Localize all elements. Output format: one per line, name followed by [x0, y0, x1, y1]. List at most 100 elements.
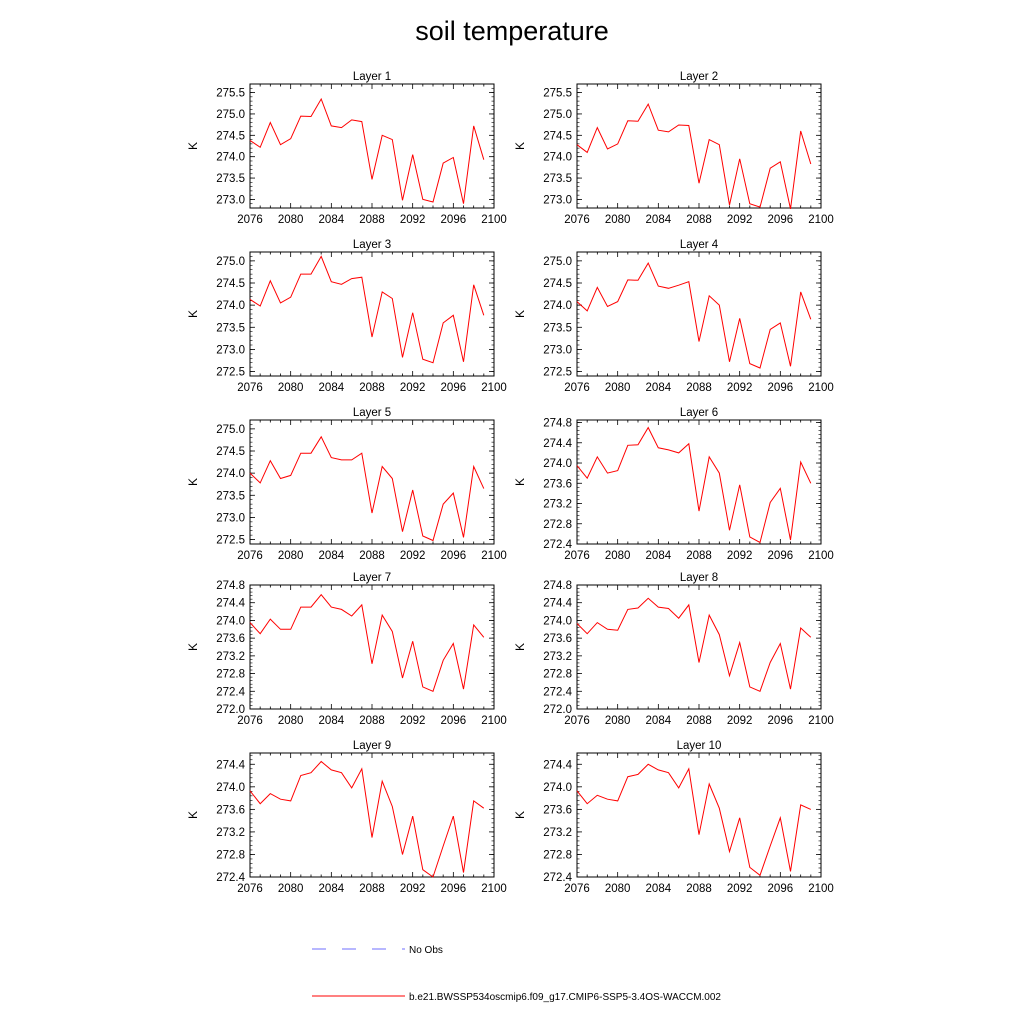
layer-2-ytick-label: 274.5: [543, 130, 572, 142]
layer-4-ytick-label: 274.5: [543, 278, 572, 290]
layer-2-panel: Layer 2 K 2076 2080 2084 2088 2092 2096 2100 273.…: [513, 71, 834, 226]
layer-3-ytick-label: 274.0: [216, 300, 245, 312]
layer-6-ytick-label: 272.4: [543, 539, 572, 551]
layer-1-xtick-label: 2076: [237, 214, 263, 226]
layer-1-ytick-label: 275.5: [216, 88, 245, 100]
layer-5-series-line: [249, 435, 485, 542]
layer-7-ylabel: K: [186, 643, 200, 651]
layer-10-title: Layer 10: [677, 740, 722, 752]
layer-9-xtick-label: 2088: [359, 883, 385, 895]
layer-6-frame: [576, 419, 822, 545]
layer-6-xtick-label: 2092: [727, 550, 753, 562]
layer-6-title: Layer 6: [680, 407, 718, 419]
layer-2-xtick-label: 2084: [646, 214, 672, 226]
layer-6-xtick-label: 2076: [564, 550, 590, 562]
layer-3-xtick-label: 2092: [400, 382, 426, 394]
layer-8-ytick-label: 272.4: [543, 686, 572, 698]
layer-2-xtick-label: 2076: [564, 214, 590, 226]
layer-4-ytick-label: 273.5: [543, 322, 572, 334]
layer-5-ytick-label: 275.0: [216, 424, 245, 436]
layer-10-ytick-label: 272.8: [543, 849, 572, 861]
layer-2-xtick-label: 2088: [686, 214, 712, 226]
layer-8-ytick-label: 274.4: [543, 598, 572, 610]
layer-10-ytick-label: 274.0: [543, 782, 572, 794]
layer-9-xtick-label: 2092: [400, 883, 426, 895]
layer-4-panel: Layer 4 K 2076 2080 2084 2088 2092 2096 2100 272.…: [513, 239, 834, 394]
layer-1-frame: [249, 83, 495, 209]
layer-3-xtick-label: 2076: [237, 382, 263, 394]
layer-1-ytick-label: 273.0: [216, 194, 245, 206]
legend: No Obs b.e21.BWSSP534oscmip6.f09_g17.CMI…: [312, 945, 721, 1003]
layer-7-frame: [249, 584, 495, 710]
layer-9-xtick-label: 2100: [481, 883, 507, 895]
layer-5-title: Layer 5: [353, 407, 391, 419]
layer-2-series-line: [576, 102, 812, 210]
layer-7-ytick-label: 272.8: [216, 669, 245, 681]
layer-7-ytick-label: 274.0: [216, 615, 245, 627]
layer-9-ylabel: K: [186, 811, 200, 819]
layer-3-xtick-label: 2084: [319, 382, 345, 394]
layer-9-ytick-label: 273.6: [216, 804, 245, 816]
layer-1-ytick-label: 274.5: [216, 130, 245, 142]
layer-1-xtick-label: 2092: [400, 214, 426, 226]
layer-6-ytick-label: 273.2: [543, 499, 572, 511]
layer-10-ytick-label: 272.4: [543, 872, 572, 884]
layer-8-ytick-label: 274.0: [543, 615, 572, 627]
layer-4-xtick-label: 2088: [686, 382, 712, 394]
layer-8-xtick-label: 2088: [686, 715, 712, 727]
layer-1-xtick-label: 2080: [278, 214, 304, 226]
layer-8-ytick-label: 272.0: [543, 704, 572, 716]
layer-9-ytick-label: 274.0: [216, 782, 245, 794]
layer-7-xtick-label: 2076: [237, 715, 263, 727]
layer-6-ytick-label: 272.8: [543, 519, 572, 531]
layer-8-xtick-label: 2100: [808, 715, 834, 727]
layer-7-title: Layer 7: [353, 572, 391, 584]
layer-2-ytick-label: 273.5: [543, 173, 572, 185]
layer-1-ytick-label: 275.0: [216, 109, 245, 121]
layer-9-panel: Layer 9 K 2076 2080 2084 2088 2092 2096 2100 272.…: [186, 740, 507, 895]
layer-8-xtick-label: 2084: [646, 715, 672, 727]
layer-6-panel: Layer 6 K 2076 2080 2084 2088 2092 2096 2100 272.…: [513, 407, 834, 562]
layer-8-frame: [576, 584, 822, 710]
layer-7-ytick-label: 274.4: [216, 598, 245, 610]
layer-10-panel: Layer 10 K 2076 2080 2084 2088 2092 2096 2100 272…: [513, 740, 834, 895]
layer-8-ytick-label: 273.6: [543, 633, 572, 645]
layer-6-ytick-label: 274.8: [543, 418, 572, 430]
layer-6-xtick-label: 2100: [808, 550, 834, 562]
layer-5-xtick-label: 2100: [481, 550, 507, 562]
layer-9-xtick-label: 2080: [278, 883, 304, 895]
layer-3-ytick-label: 273.5: [216, 322, 245, 334]
layer-5-ytick-label: 274.0: [216, 468, 245, 480]
layer-10-xtick-label: 2076: [564, 883, 590, 895]
layer-10-frame: [576, 752, 822, 878]
layer-5-ytick-label: 273.0: [216, 512, 245, 524]
layer-3-ytick-label: 273.0: [216, 344, 245, 356]
figure-title: soil temperature: [415, 16, 609, 46]
layer-7-xtick-label: 2088: [359, 715, 385, 727]
layer-5-xtick-label: 2088: [359, 550, 385, 562]
layer-4-xtick-label: 2076: [564, 382, 590, 394]
layer-6-ytick-label: 273.6: [543, 478, 572, 490]
layer-2-ylabel: K: [513, 142, 527, 150]
layer-8-title: Layer 8: [680, 572, 718, 584]
layer-2-ytick-label: 275.0: [543, 109, 572, 121]
layer-5-xtick-label: 2076: [237, 550, 263, 562]
layer-10-xtick-label: 2080: [605, 883, 631, 895]
layer-3-xtick-label: 2096: [441, 382, 467, 394]
layer-5-xtick-label: 2084: [319, 550, 345, 562]
layer-8-ytick-label: 273.2: [543, 651, 572, 663]
layer-4-xtick-label: 2100: [808, 382, 834, 394]
layer-6-ytick-label: 274.4: [543, 438, 572, 450]
layer-1-panel: Layer 1 K 2076 2080 2084 2088 2092 2096 2100 273.…: [186, 71, 507, 226]
layer-4-ytick-label: 272.5: [543, 367, 572, 379]
layer-1-title: Layer 1: [353, 71, 391, 83]
layer-7-xtick-label: 2084: [319, 715, 345, 727]
layer-8-xtick-label: 2080: [605, 715, 631, 727]
layer-7-xtick-label: 2096: [441, 715, 467, 727]
layer-5-xtick-label: 2080: [278, 550, 304, 562]
layer-1-ytick-label: 273.5: [216, 173, 245, 185]
layer-1-ytick-label: 274.0: [216, 152, 245, 164]
layer-4-frame: [576, 251, 822, 377]
layer-1-series-line: [249, 97, 485, 204]
